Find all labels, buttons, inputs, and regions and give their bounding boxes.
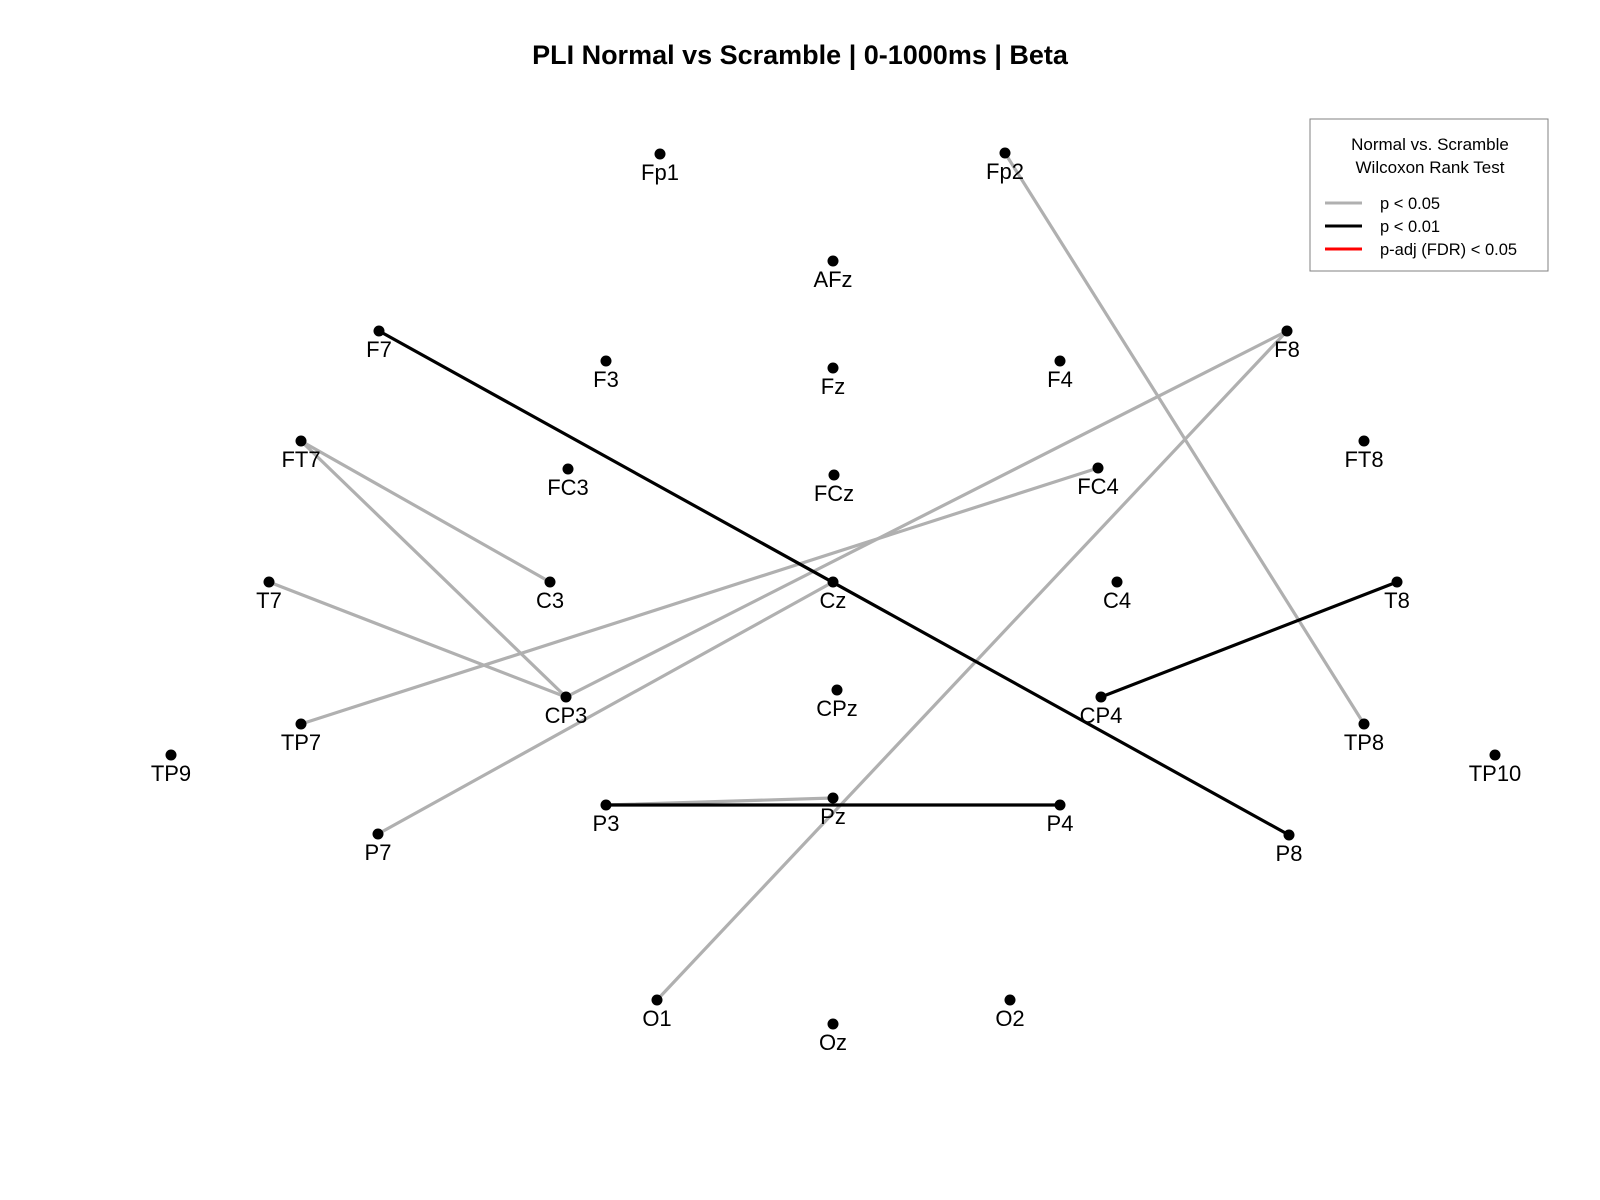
- legend-label-2: p < 0.01: [1380, 218, 1440, 236]
- connection-cp4-t8: [1099, 580, 1399, 699]
- legend-title-line-1: Normal vs. Scramble: [1351, 135, 1509, 154]
- electrode-c4: [1111, 576, 1123, 588]
- electrode-nodes: Fp1 Fp2 AFz F7 F3 Fz F4 F8 FT7 FC3 FCz FC4 FT8 T7 C3 Cz…: [151, 147, 1522, 1055]
- electrode-label-fp2: Fp2: [986, 159, 1024, 184]
- electrode-oz: [827, 1018, 839, 1030]
- electrode-p8: [1283, 829, 1295, 841]
- connection-ft7-cp3: [299, 439, 568, 699]
- connection-f8-o1: [655, 329, 1289, 1002]
- electrode-label-c4: C4: [1103, 588, 1131, 613]
- electrode-o2: [1004, 994, 1016, 1006]
- legend-title-line-2: Wilcoxon Rank Test: [1356, 158, 1505, 177]
- electrode-label-cp3: CP3: [545, 703, 588, 728]
- electrode-label-o2: O2: [995, 1006, 1024, 1031]
- electrode-tp7: [295, 718, 307, 730]
- electrode-tp8: [1358, 718, 1370, 730]
- electrode-label-oz: Oz: [819, 1030, 847, 1055]
- electrode-o1: [651, 994, 663, 1006]
- electrode-cp3: [560, 691, 572, 703]
- electrode-label-ft7: FT7: [281, 447, 320, 472]
- electrode-cp4: [1095, 691, 1107, 703]
- electrode-cz: [827, 576, 839, 588]
- legend-entries: p < 0.05 p < 0.01 p-adj (FDR) < 0.05: [1325, 195, 1517, 259]
- electrode-label-f4: F4: [1047, 367, 1073, 392]
- electrode-label-cp4: CP4: [1080, 703, 1123, 728]
- electrode-label-o1: O1: [642, 1006, 671, 1031]
- connection-fc4-tp7: [299, 466, 1100, 726]
- connection-ft7-c3: [299, 439, 552, 584]
- electrode-label-fcz: FCz: [814, 481, 854, 506]
- electrode-fz: [827, 362, 839, 374]
- electrode-label-pz: Pz: [820, 804, 846, 829]
- electrode-fc3: [562, 463, 574, 475]
- electrode-tp9: [165, 749, 177, 761]
- electrode-label-p8: P8: [1276, 841, 1303, 866]
- electrode-f3: [600, 355, 612, 367]
- legend: Normal vs. Scramble Wilcoxon Rank Test p…: [1309, 118, 1549, 272]
- electrode-c3: [544, 576, 556, 588]
- electrode-label-fc3: FC3: [547, 475, 589, 500]
- electrode-label-ft8: FT8: [1344, 447, 1383, 472]
- electrode-t7: [263, 576, 275, 588]
- electrode-label-f8: F8: [1274, 337, 1300, 362]
- electrode-label-tp10: TP10: [1469, 761, 1522, 786]
- electrode-f7: [373, 325, 385, 337]
- electrode-label-c3: C3: [536, 588, 564, 613]
- electrode-f8: [1281, 325, 1293, 337]
- electrode-tp10: [1489, 749, 1501, 761]
- electrode-fcz: [828, 469, 840, 481]
- electrode-label-tp9: TP9: [151, 761, 191, 786]
- electrode-label-cpz: CPz: [816, 696, 858, 721]
- electrode-label-p4: P4: [1047, 811, 1074, 836]
- electrode-fp1: [654, 148, 666, 160]
- connection-f8-cp3: [564, 329, 1289, 699]
- legend-box: [1309, 118, 1549, 272]
- legend-label-3: p-adj (FDR) < 0.05: [1380, 241, 1517, 259]
- electrode-label-f3: F3: [593, 367, 619, 392]
- electrode-label-p7: P7: [365, 840, 392, 865]
- electrode-label-cz: Cz: [820, 588, 847, 613]
- connection-t7-cp3: [267, 580, 568, 699]
- electrode-ft7: [295, 435, 307, 447]
- electrode-label-fp1: Fp1: [641, 160, 679, 185]
- electrode-label-p3: P3: [593, 811, 620, 836]
- electrode-label-tp7: TP7: [281, 730, 321, 755]
- electrode-label-fc4: FC4: [1077, 474, 1119, 499]
- electrode-p3: [600, 799, 612, 811]
- electrode-fc4: [1092, 462, 1104, 474]
- electrode-f4: [1054, 355, 1066, 367]
- electrode-label-t8: T8: [1384, 588, 1410, 613]
- electrode-cpz: [831, 684, 843, 696]
- electrode-p7: [372, 828, 384, 840]
- electrode-label-f7: F7: [366, 337, 392, 362]
- electrode-label-afz: AFz: [813, 267, 852, 292]
- electrode-pz: [827, 792, 839, 804]
- legend-label-1: p < 0.05: [1380, 195, 1440, 213]
- electrode-label-fz: Fz: [821, 374, 845, 399]
- electrode-label-t7: T7: [256, 588, 282, 613]
- electrode-ft8: [1358, 435, 1370, 447]
- electrode-label-tp8: TP8: [1344, 730, 1384, 755]
- electrode-afz: [827, 255, 839, 267]
- electrode-fp2: [999, 147, 1011, 159]
- connection-cz-p7: [376, 580, 835, 836]
- electrode-t8: [1391, 576, 1403, 588]
- page-title: PLI Normal vs Scramble | 0-1000ms | Beta: [532, 40, 1068, 70]
- electrode-p4: [1054, 799, 1066, 811]
